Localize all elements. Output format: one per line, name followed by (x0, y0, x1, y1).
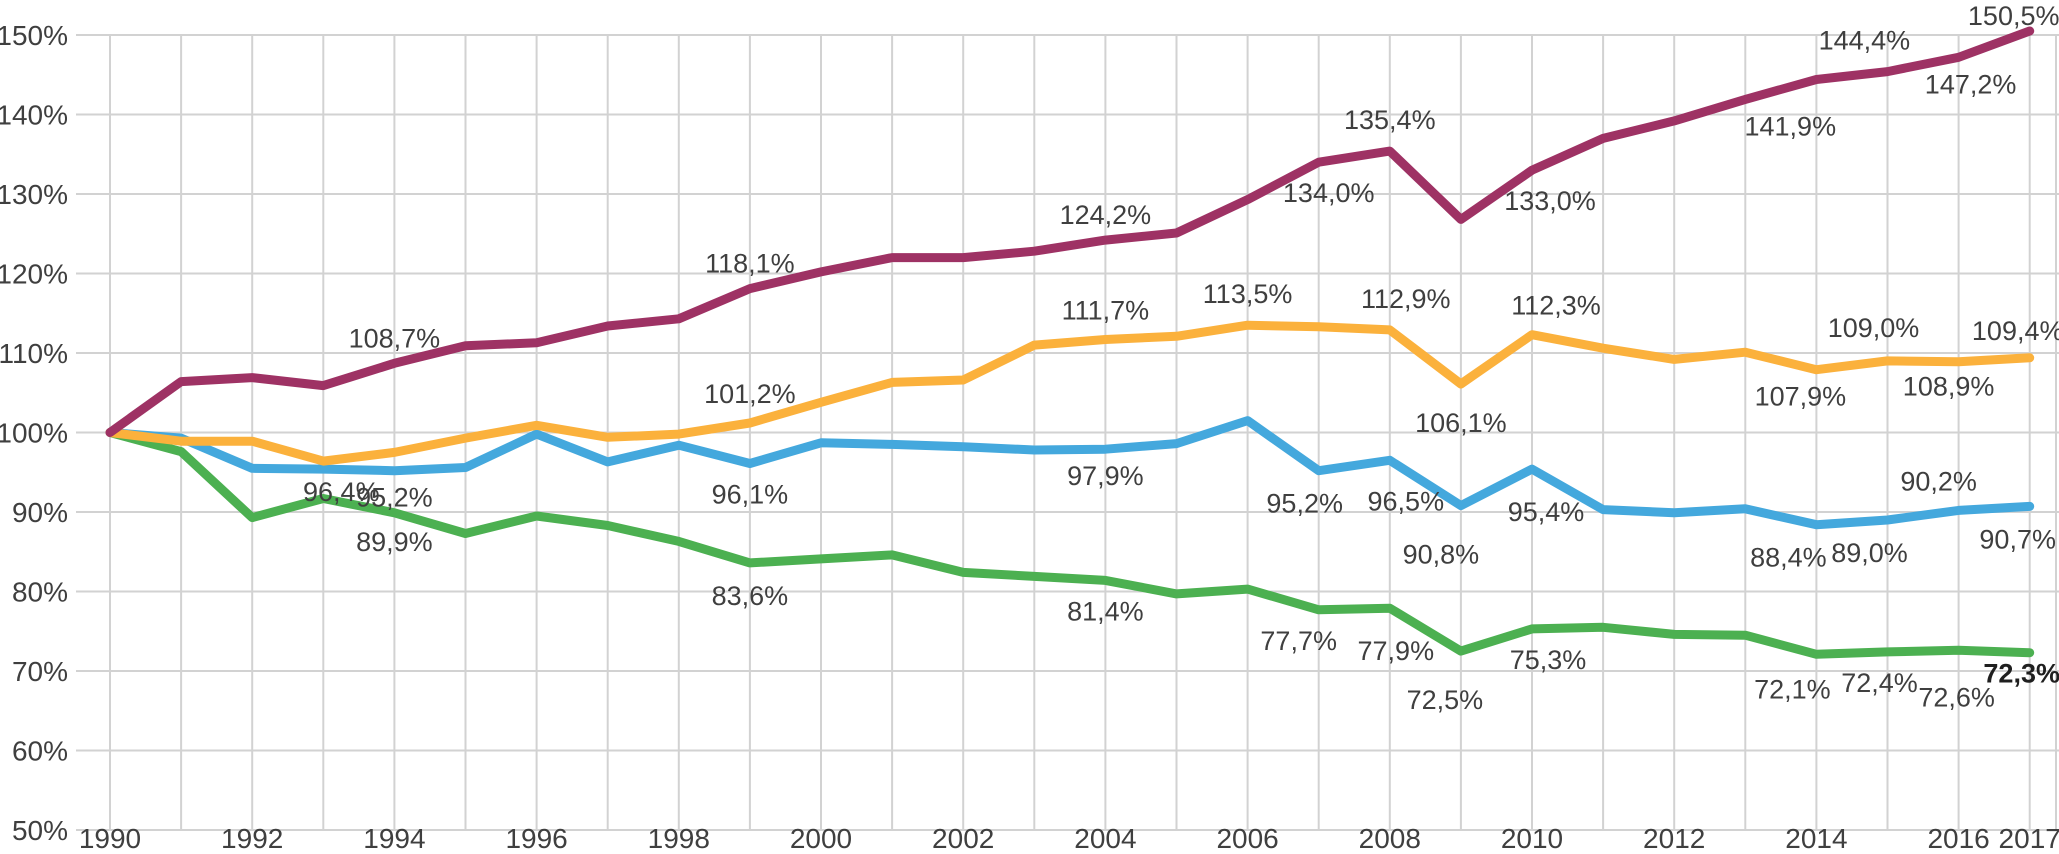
data-label-purple-line-1999: 118,1% (705, 249, 795, 279)
data-label-green-line-2007: 77,7% (1260, 626, 1337, 656)
data-label-blue-line-2010: 95,4% (1508, 497, 1585, 527)
data-label-blue-line-1999: 96,1% (712, 480, 789, 510)
x-tick-label: 1992 (221, 823, 283, 854)
line-blue-line (105, 416, 2035, 530)
data-label-yellow-line-2010: 112,3% (1511, 291, 1601, 321)
data-label-yellow-line-1999: 101,2% (704, 379, 796, 409)
y-tick-label: 130% (0, 179, 68, 210)
y-tick-label: 70% (12, 656, 68, 687)
x-tick-label: 1998 (648, 823, 710, 854)
data-label-purple-line-2010: 133,0% (1504, 186, 1596, 216)
x-tick-label: 2014 (1785, 823, 1847, 854)
data-label-blue-line-2007: 95,2% (1266, 489, 1343, 519)
y-tick-label: 110% (0, 338, 68, 369)
data-label-blue-line-2014: 88,4% (1750, 543, 1827, 573)
x-tick-label: 2012 (1643, 823, 1705, 854)
data-label-purple-line-2007: 134,0% (1283, 178, 1375, 208)
data-label-purple-line-2013: 141,9% (1745, 111, 1837, 141)
data-label-blue-line-2017: 90,7% (1979, 524, 2056, 554)
data-label-purple-line-2017: 150,5% (1968, 1, 2059, 31)
data-label-purple-line-2014: 144,4% (1819, 26, 1911, 56)
data-label-blue-line-2004: 97,9% (1067, 461, 1144, 491)
data-label-green-line-1994: 89,9% (356, 527, 433, 557)
data-label-purple-line-1994: 108,7% (349, 323, 441, 353)
x-tick-label: 2008 (1359, 823, 1421, 854)
data-label-blue-line-2009: 90,8% (1403, 540, 1480, 570)
data-label-yellow-line-2017: 109,4% (1972, 316, 2059, 346)
y-tick-label: 80% (12, 577, 68, 608)
data-label-blue-line-1994: 95,2% (356, 483, 433, 513)
data-label-blue-line-2008: 96,5% (1368, 486, 1445, 516)
data-label-purple-line-2004: 124,2% (1060, 200, 1152, 230)
data-label-green-line-2008: 77,9% (1358, 636, 1435, 666)
x-tick-label: 2002 (932, 823, 994, 854)
x-tick-label: 2006 (1216, 823, 1278, 854)
data-label-yellow-line-2009: 106,1% (1415, 408, 1507, 438)
data-label-yellow-line-1993: 96,4% (303, 477, 380, 507)
y-tick-label: 100% (0, 418, 68, 449)
x-tick-label: 2016 (1927, 823, 1989, 854)
data-label-purple-line-2008: 135,4% (1344, 105, 1436, 135)
y-tick-label: 60% (12, 736, 68, 767)
x-tick-label: 1990 (79, 823, 141, 854)
data-label-yellow-line-2015: 109,0% (1828, 313, 1920, 343)
y-tick-label: 140% (0, 100, 68, 131)
data-label-green-line-2014: 72,1% (1754, 674, 1831, 704)
data-label-green-line-2009: 72,5% (1407, 685, 1484, 715)
y-tick-label: 90% (12, 497, 68, 528)
y-tick-label: 50% (12, 815, 68, 846)
x-tick-label: 2000 (790, 823, 852, 854)
data-label-yellow-line-2014: 107,9% (1755, 382, 1847, 412)
data-label-green-line-2010: 75,3% (1510, 645, 1587, 675)
data-label-purple-line-2016: 147,2% (1925, 69, 2017, 99)
x-tick-label: 1996 (505, 823, 567, 854)
data-label-yellow-line-2004: 111,7% (1062, 295, 1150, 325)
line-purple-line (105, 26, 2035, 437)
data-label-yellow-line-2008: 112,9% (1361, 284, 1451, 314)
line-yellow-line (105, 320, 2035, 466)
y-tick-label: 120% (0, 259, 68, 290)
y-tick-label: 150% (0, 20, 68, 51)
data-label-green-line-1999: 83,6% (712, 581, 789, 611)
data-label-green-line-2015: 72,4% (1841, 668, 1918, 698)
x-tick-label: 2017 (1999, 823, 2059, 854)
data-label-green-line-2004: 81,4% (1067, 596, 1144, 626)
data-label-yellow-line-2006: 113,5% (1203, 279, 1293, 309)
line-green-line (105, 428, 2035, 659)
data-label-green-line-2016: 72,6% (1918, 682, 1995, 712)
data-label-blue-line-2016: 90,2% (1900, 466, 1977, 496)
data-label-green-line-2017: 72,3% (1983, 659, 2059, 689)
data-label-blue-line-2015: 89,0% (1831, 538, 1908, 568)
x-tick-label: 1994 (363, 823, 425, 854)
x-tick-label: 2010 (1501, 823, 1563, 854)
data-label-yellow-line-2016: 108,9% (1903, 372, 1995, 402)
x-tick-label: 2004 (1074, 823, 1136, 854)
